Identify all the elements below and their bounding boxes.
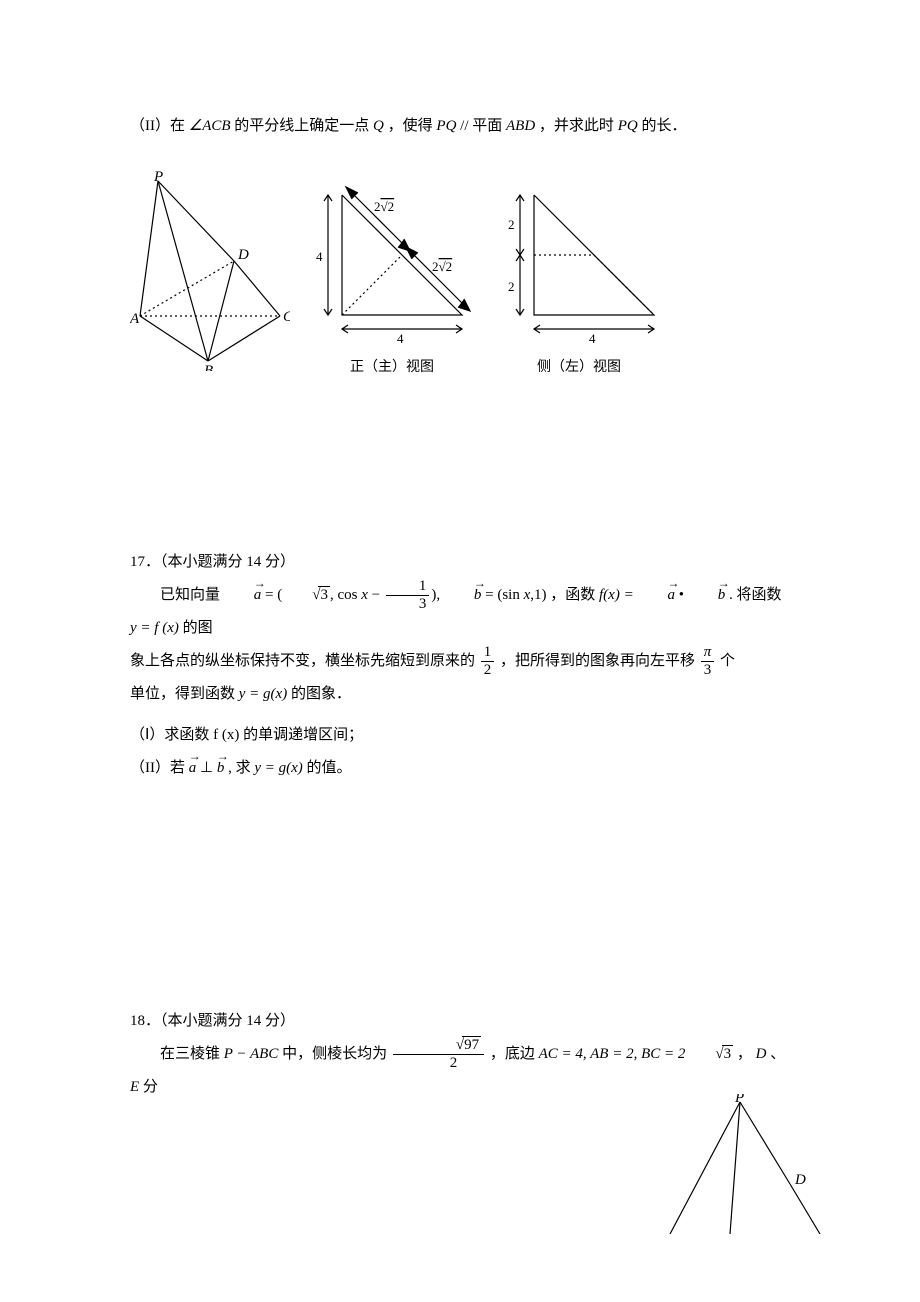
text: ，底边 xyxy=(490,1046,539,1062)
den: 3 xyxy=(386,596,430,612)
sides: AC = 4, AB = 2, BC = 2 xyxy=(539,1046,686,1062)
pi: π xyxy=(701,645,715,662)
text: 的图象． xyxy=(291,686,351,702)
figure-row: P A B C D xyxy=(130,171,790,376)
side-view-svg: 2 2 4 xyxy=(494,175,664,345)
vec-b: b xyxy=(444,579,482,612)
q18-figure-wrap: P D xyxy=(130,1104,790,1224)
front-view: 4 4 2√2 2√2 正（主）视图 xyxy=(302,175,482,376)
text: 的长． xyxy=(641,118,686,134)
q17-p2: （II）若 a ⊥ b , 求 y = g(x) 的值。 xyxy=(130,752,790,785)
dim-h: 4 xyxy=(316,249,323,264)
q18-svg: P D xyxy=(630,1094,830,1234)
ygx2: y = g(x) xyxy=(254,760,302,776)
q17-p1: （Ⅰ）求函数 f (x) 的单调递增区间； xyxy=(130,719,790,752)
pyramid-figure: P A B C D xyxy=(130,171,290,376)
perp: ⊥ xyxy=(200,760,213,776)
seg-pq: PQ xyxy=(436,118,456,134)
vec-b2: b xyxy=(688,579,726,612)
num: 1 xyxy=(481,645,495,662)
pyramid-svg: P A B C D xyxy=(130,171,290,371)
text: 分 xyxy=(143,1079,158,1095)
angle-acb: ∠ACB xyxy=(189,118,231,134)
e: E xyxy=(130,1079,139,1095)
vec-a: a xyxy=(224,579,262,612)
label-d18: D xyxy=(794,1172,806,1188)
pabc: P − ABC xyxy=(224,1046,279,1062)
text: ，并求此时 xyxy=(539,118,618,134)
q17-line1: 已知向量 a = (√3, cos x − 13), b = (sin x,1)… xyxy=(130,579,790,645)
svg-text:2√2: 2√2 xyxy=(432,259,452,274)
front-view-svg: 4 4 2√2 2√2 xyxy=(302,175,482,345)
vec-b3: b xyxy=(217,752,225,785)
d: D xyxy=(756,1046,767,1062)
text: 已知向量 xyxy=(160,587,224,603)
text: . 将函数 xyxy=(729,587,782,603)
dim-w: 4 xyxy=(397,331,404,345)
text: （II）在 xyxy=(130,118,189,134)
vec-a3: a xyxy=(189,752,197,785)
text: 的平分线上确定一点 xyxy=(234,118,373,134)
vec-a2: a xyxy=(637,579,675,612)
ygx: y = g(x) xyxy=(239,686,287,702)
sqrt3b: 3 xyxy=(722,1045,734,1062)
point-q: Q xyxy=(373,118,384,134)
svg-text:2√2: 2√2 xyxy=(374,199,394,214)
den: 3 xyxy=(701,662,715,678)
label-d: D xyxy=(237,247,249,263)
text: ， xyxy=(737,1046,752,1062)
plane-abd: ABD xyxy=(506,118,535,134)
q18: 18．（本小题满分 14 分） 在三棱锥 P − ABC 中，侧棱长均为 √97… xyxy=(130,1005,790,1224)
text: ，函数 xyxy=(550,587,599,603)
text: ，使得 xyxy=(388,118,437,134)
label-p: P xyxy=(153,171,163,185)
text: , 求 xyxy=(228,760,254,776)
q18-header: 18．（本小题满分 14 分） xyxy=(130,1005,790,1038)
sqrt97: 97 xyxy=(462,1036,481,1053)
text: ，把所得到的图象再向左平移 xyxy=(500,653,699,669)
text: 的图 xyxy=(183,620,213,636)
text: （II）若 xyxy=(130,760,189,776)
text: // 平面 xyxy=(460,118,506,134)
q17-line3: 单位，得到函数 y = g(x) 的图象． xyxy=(130,678,790,711)
dim-b: 2 xyxy=(508,279,515,294)
label-p18: P xyxy=(734,1094,744,1106)
text: 的值。 xyxy=(307,760,352,776)
q17: 17．（本小题满分 14 分） 已知向量 a = (√3, cos x − 13… xyxy=(130,546,790,785)
dim-t: 2 xyxy=(508,217,515,232)
seg-pq2: PQ xyxy=(618,118,638,134)
num: 1 xyxy=(386,579,430,596)
text: 、 xyxy=(770,1046,785,1062)
sqrt3: 3 xyxy=(318,586,330,603)
den: 2 xyxy=(481,662,495,678)
side-view-caption: 侧（左）视图 xyxy=(494,356,664,376)
text: 在三棱锥 xyxy=(160,1046,224,1062)
text: 单位，得到函数 xyxy=(130,686,239,702)
q17-line2: 象上各点的纵坐标保持不变，横坐标先缩短到原来的 12 ，把所得到的图象再向左平移… xyxy=(130,645,790,678)
label-c: C xyxy=(283,309,290,325)
text: 象上各点的纵坐标保持不变，横坐标先缩短到原来的 xyxy=(130,653,479,669)
dim-w3: 4 xyxy=(589,331,596,345)
fxeq: f(x) = xyxy=(599,587,637,603)
text: 中，侧棱长均为 xyxy=(282,1046,391,1062)
side-view: 2 2 4 侧（左）视图 xyxy=(494,175,664,376)
q16-part2: （II）在 ∠ACB 的平分线上确定一点 Q ，使得 PQ // 平面 ABD … xyxy=(130,110,790,143)
text: 个 xyxy=(720,653,735,669)
label-a: A xyxy=(130,311,140,327)
label-b: B xyxy=(204,363,213,371)
front-view-caption: 正（主）视图 xyxy=(302,356,482,376)
yfx: y = f (x) xyxy=(130,620,179,636)
page: （II）在 ∠ACB 的平分线上确定一点 Q ，使得 PQ // 平面 ABD … xyxy=(0,0,920,1264)
